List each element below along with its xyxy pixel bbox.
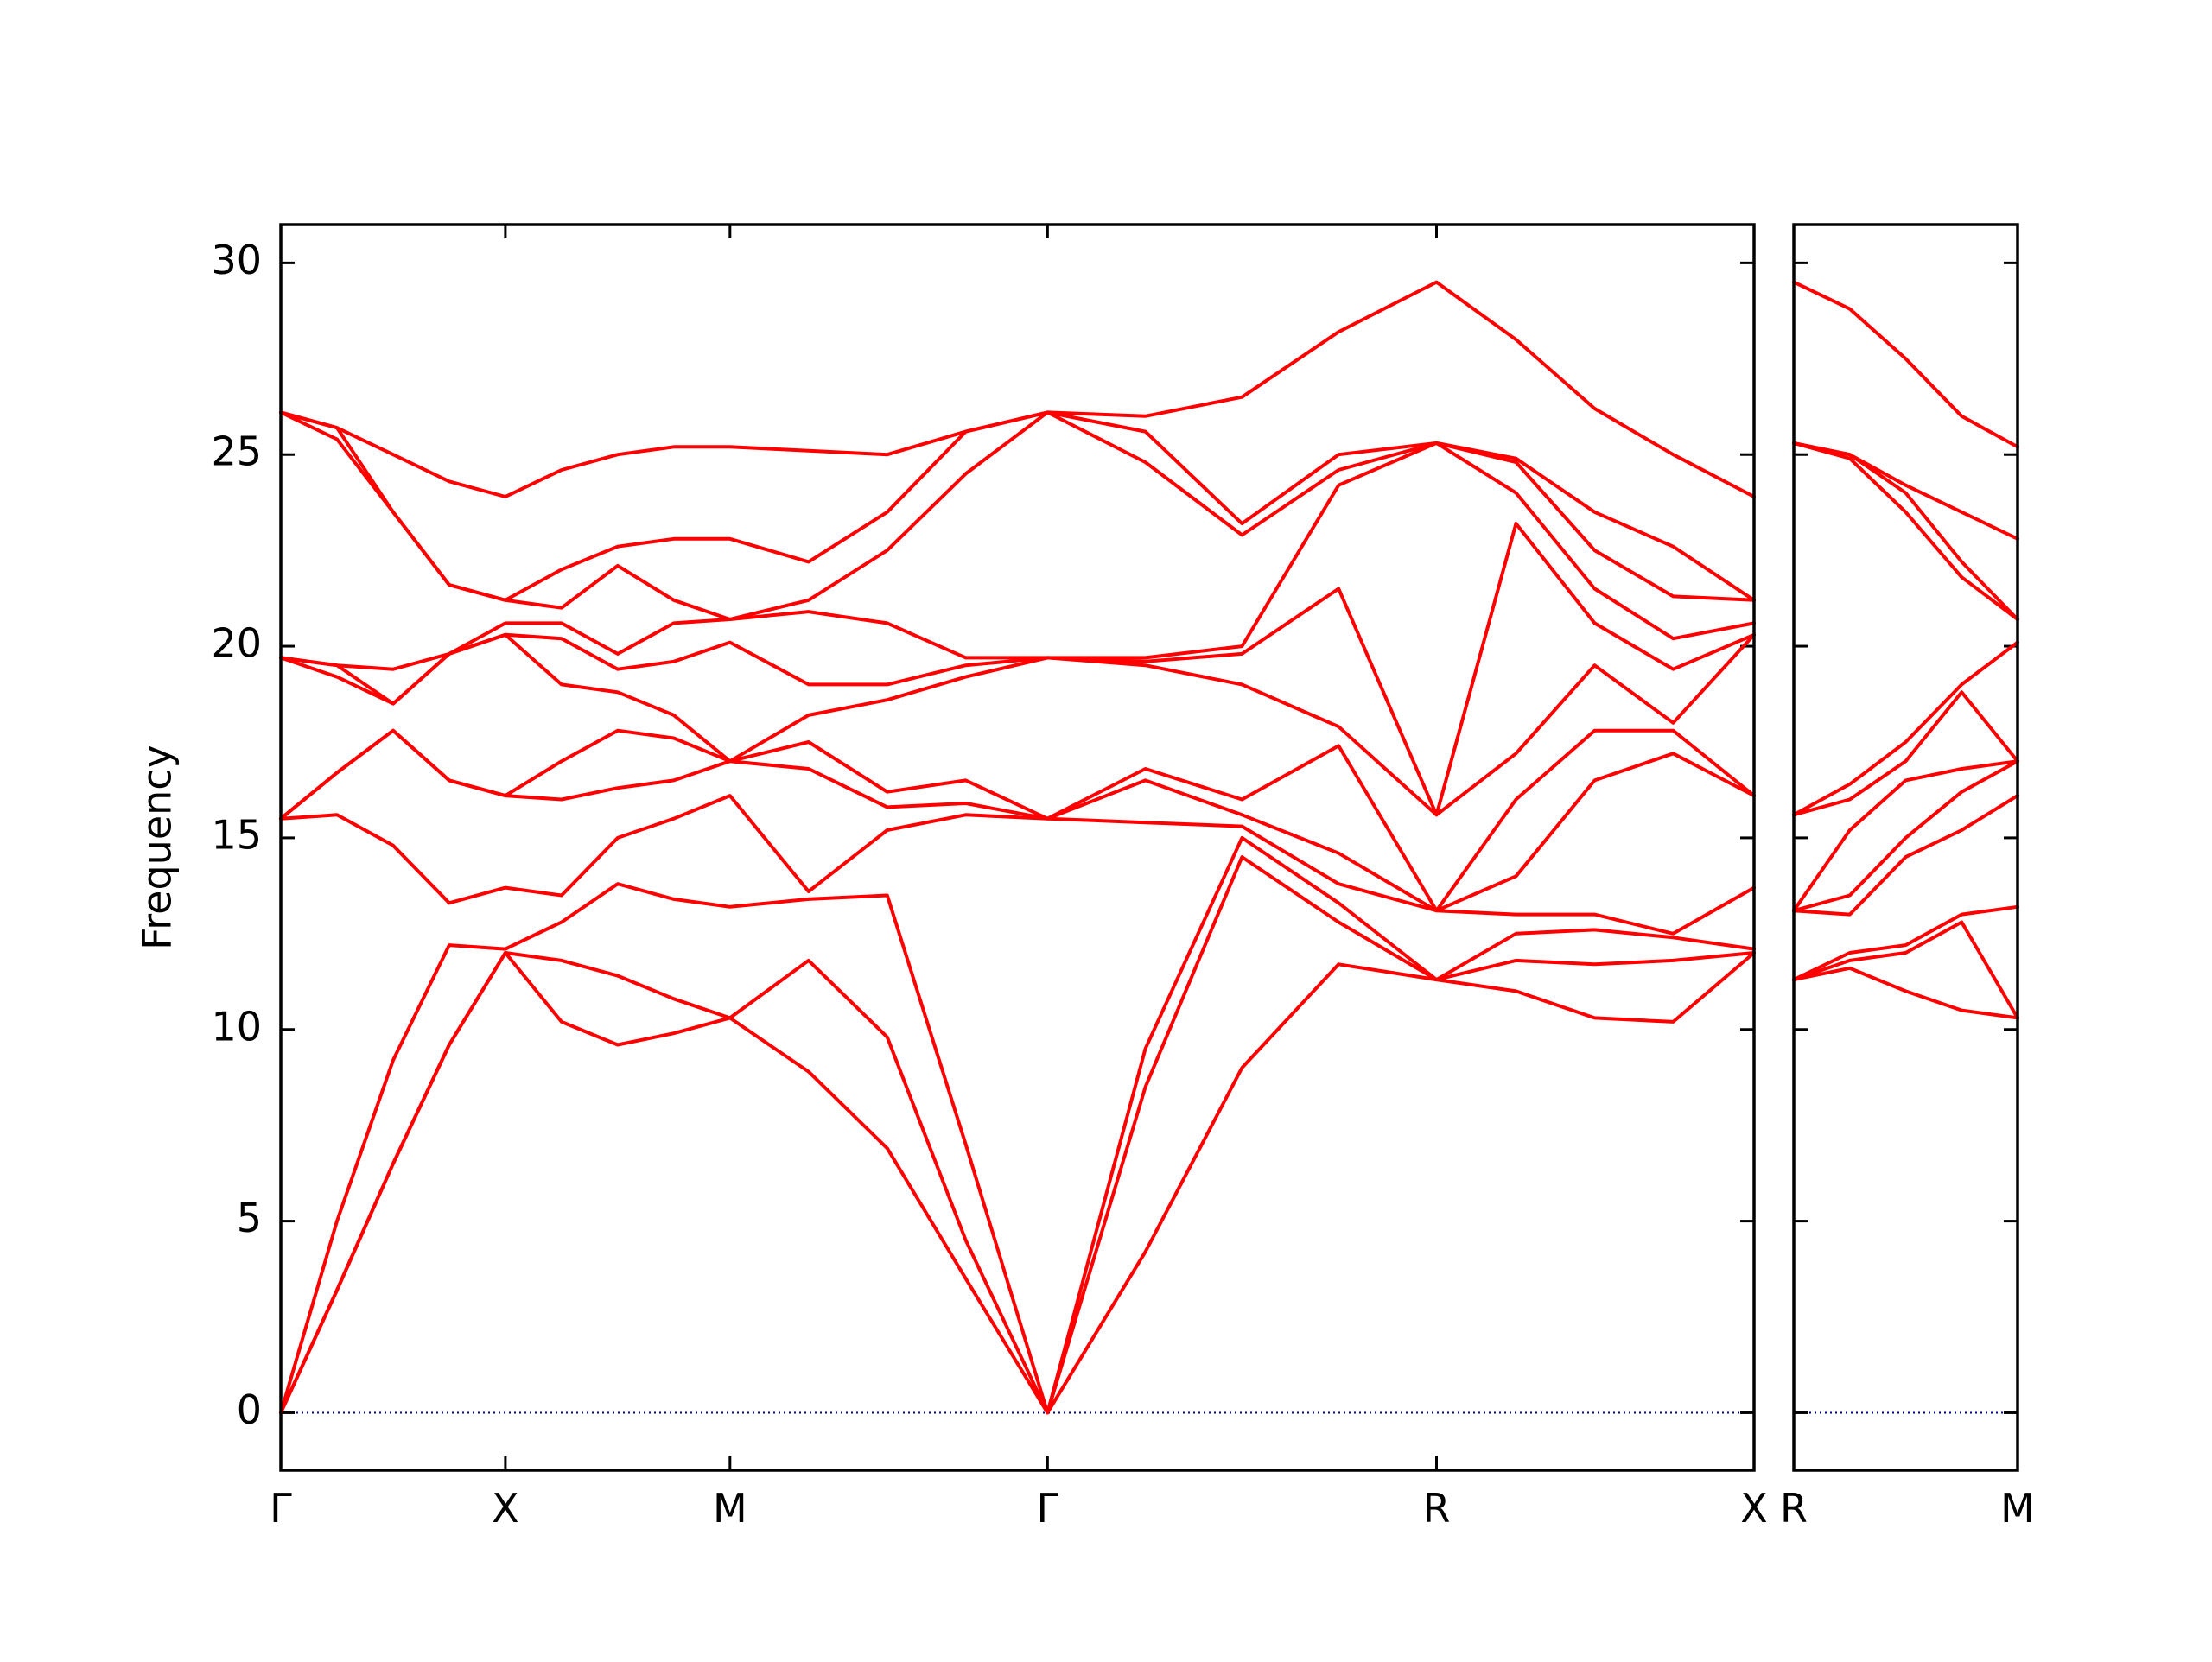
band-line — [279, 794, 1756, 936]
band-line — [279, 728, 1756, 913]
x-tick-label: X — [1740, 1485, 1768, 1532]
band-line — [1792, 966, 2019, 1020]
band-line — [1792, 904, 2019, 982]
band-line — [1792, 640, 2019, 817]
y-tick-label: 25 — [211, 428, 262, 475]
x-tick-label: M — [713, 1485, 747, 1532]
y-axis-label: Frequency — [134, 745, 181, 950]
band-line — [279, 441, 1756, 671]
x-tick-label: Γ — [270, 1485, 292, 1532]
x-tick-label: M — [2000, 1485, 2035, 1532]
band-line — [1792, 759, 2019, 913]
band-line — [1792, 280, 2019, 449]
plot-frame — [1792, 223, 2019, 1472]
y-tick-label: 30 — [211, 237, 262, 283]
band-line — [1792, 441, 2019, 621]
band-line — [279, 855, 1756, 1415]
band-line — [279, 728, 1756, 913]
band-line — [1792, 920, 2019, 1020]
x-tick-label: X — [492, 1485, 519, 1532]
band-line — [279, 410, 1756, 602]
y-tick-label: 10 — [211, 1003, 262, 1050]
band-line — [1792, 794, 2019, 917]
y-tick-label: 15 — [211, 811, 262, 858]
band-line — [1792, 690, 2019, 817]
band-line — [1792, 759, 2019, 913]
plot-frame — [279, 223, 1756, 1472]
x-tick-label: Γ — [1037, 1485, 1059, 1532]
band-line — [1792, 441, 2019, 541]
y-tick-label: 5 — [237, 1195, 262, 1241]
band-line — [279, 280, 1756, 498]
band-line — [279, 835, 1756, 1415]
band-line — [279, 522, 1756, 817]
y-tick-label: 0 — [237, 1386, 262, 1433]
x-tick-label: R — [1780, 1485, 1808, 1532]
x-tick-label: R — [1423, 1485, 1451, 1532]
band-line — [279, 951, 1756, 1415]
y-tick-label: 20 — [211, 620, 262, 667]
